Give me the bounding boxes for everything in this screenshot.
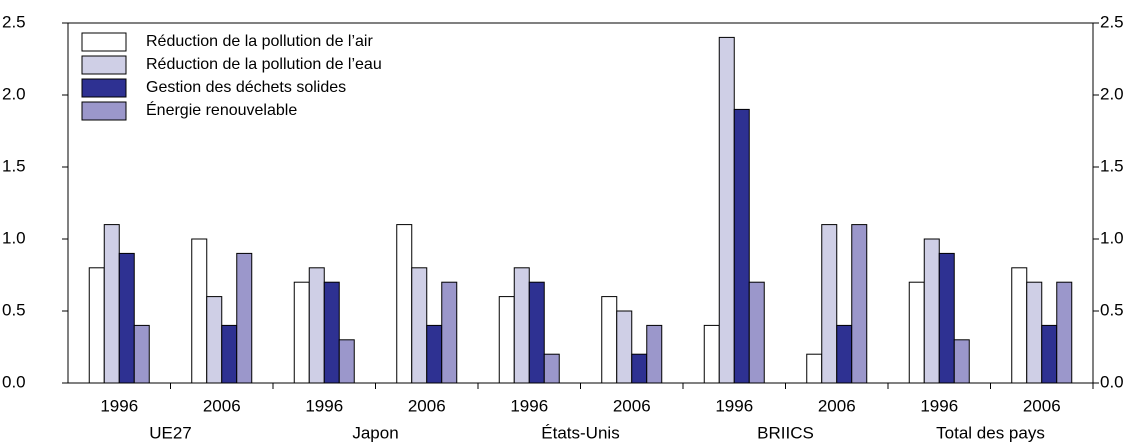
- bar: [703, 324, 720, 384]
- group-label: UE27: [149, 423, 192, 442]
- y-tick-label: 0.0: [2, 372, 26, 391]
- bar: [88, 267, 105, 384]
- x-tick-label: 1996: [715, 396, 753, 415]
- bar: [836, 324, 853, 384]
- legend-swatch: [81, 32, 127, 52]
- y-tick-label: 0.5: [2, 300, 26, 319]
- x-tick-label: 1996: [920, 396, 958, 415]
- legend-label: Réduction de la pollution de l’eau: [146, 56, 382, 73]
- bar: [923, 238, 940, 384]
- bar: [338, 339, 355, 384]
- legend-swatch: [81, 101, 127, 121]
- bar: [411, 267, 428, 384]
- bar: [733, 108, 750, 384]
- bar: [1026, 281, 1043, 384]
- x-tick-label: 1996: [510, 396, 548, 415]
- y2-tick-label: 2.5: [1100, 12, 1124, 31]
- x-tick-label: 2006: [613, 396, 651, 415]
- y-tick-label: 1.0: [2, 228, 26, 247]
- bar: [191, 238, 208, 384]
- y-tick-label: 2.5: [2, 12, 26, 31]
- legend-label: Réduction de la pollution de l’air: [146, 33, 373, 50]
- bar: [221, 324, 238, 384]
- bar: [601, 296, 618, 384]
- y2-tick-label: 2.0: [1100, 84, 1124, 103]
- bar: [426, 324, 443, 384]
- bar: [103, 224, 120, 384]
- y2-tick-label: 1.5: [1100, 156, 1124, 175]
- bar: [543, 353, 560, 384]
- group-label: Japon: [352, 423, 398, 442]
- bar: [1041, 324, 1058, 384]
- bar: [441, 281, 458, 384]
- y2-tick-label: 1.0: [1100, 228, 1124, 247]
- bar: [631, 353, 648, 384]
- bar: [806, 353, 823, 384]
- bar: [908, 281, 925, 384]
- group-label: BRIICS: [757, 423, 814, 442]
- bar: [133, 324, 150, 384]
- x-tick-label: 2006: [408, 396, 446, 415]
- legend-swatch: [81, 55, 127, 75]
- bar: [206, 296, 223, 384]
- bar: [308, 267, 325, 384]
- bar: [513, 267, 530, 384]
- bar: [821, 224, 838, 384]
- legend-label: Gestion des déchets solides: [146, 79, 346, 96]
- legend-swatch: [81, 78, 127, 98]
- legend-label: Énergie renouvelable: [146, 100, 297, 119]
- bar: [396, 224, 413, 384]
- x-tick-label: 2006: [1023, 396, 1061, 415]
- group-label: États-Unis: [541, 423, 619, 442]
- bar: [498, 296, 515, 384]
- bar: [293, 281, 310, 384]
- bar: [718, 36, 735, 384]
- group-label: Total des pays: [936, 423, 1045, 442]
- bar: [236, 252, 253, 384]
- bar: [1056, 281, 1073, 384]
- y2-tick-label: 0.0: [1100, 372, 1124, 391]
- x-tick-label: 1996: [305, 396, 343, 415]
- y-tick-label: 1.5: [2, 156, 26, 175]
- bar: [953, 339, 970, 384]
- bar: [323, 281, 340, 384]
- x-tick-label: 2006: [818, 396, 856, 415]
- y2-tick-label: 0.5: [1100, 300, 1124, 319]
- x-tick-label: 2006: [203, 396, 241, 415]
- bar: [528, 281, 545, 384]
- bar: [1011, 267, 1028, 384]
- bar: [851, 224, 868, 384]
- bar: [748, 281, 765, 384]
- bar: [938, 252, 955, 384]
- bar: [118, 252, 135, 384]
- bar: [616, 310, 633, 384]
- x-tick-label: 1996: [100, 396, 138, 415]
- bar: [646, 324, 663, 384]
- y-tick-label: 2.0: [2, 84, 26, 103]
